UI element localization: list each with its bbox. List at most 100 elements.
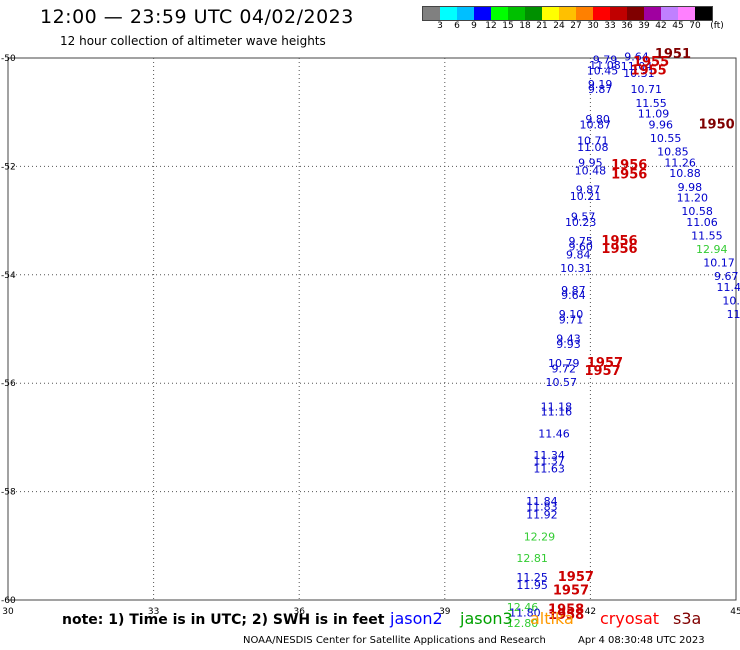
- wave-height-value: 10.87: [580, 118, 612, 131]
- wave-height-value: 10.71: [630, 83, 662, 96]
- color-scale-label: 3: [437, 21, 443, 31]
- time-tag: 1950: [698, 117, 734, 132]
- wave-height-value: 12.29: [524, 530, 556, 543]
- color-scale: 3 6 9 12 15 18 21 24 27 30 33 36 39 42 45 70 (ft): [422, 6, 724, 31]
- color-scale-label: 18: [519, 21, 531, 31]
- color-scale-swatch: [525, 7, 542, 20]
- color-scale-swatch: [559, 7, 576, 20]
- time-tag: 1957: [587, 356, 623, 371]
- wave-height-value: 11.92: [526, 509, 558, 522]
- color-scale-label: 27: [570, 21, 582, 31]
- color-scale-label: 9: [471, 21, 477, 31]
- wave-height-value: 11.55: [635, 97, 667, 110]
- time-tag: 1958: [548, 603, 584, 618]
- wave-height-value: 11.20: [677, 192, 709, 205]
- legend-item-altika: altika: [530, 609, 574, 628]
- wave-height-value: 11.25: [516, 571, 548, 584]
- color-scale-label: 45: [672, 21, 684, 31]
- lon-label: 42: [585, 607, 596, 617]
- wave-height-value: 10.58: [681, 205, 713, 218]
- color-scale-label: 21: [536, 21, 548, 31]
- wave-height-value: 9.43: [556, 333, 581, 346]
- wave-height-value: 9.72: [551, 362, 576, 375]
- time-tag: 1956: [601, 234, 637, 249]
- lon-label: 33: [148, 607, 159, 617]
- wave-height-value: 9.19: [588, 78, 613, 91]
- wave-height-value: 10.17: [703, 257, 735, 270]
- wave-height-value: 10.88: [669, 167, 701, 180]
- legend-item-cryosat: cryosat: [600, 609, 660, 628]
- lat-label: -52: [1, 162, 16, 172]
- wave-height-value: 11.37: [533, 455, 565, 468]
- color-scale-swatch: [576, 7, 593, 20]
- color-scale-unit: (ft): [710, 21, 724, 31]
- color-scale-label: 70: [689, 21, 701, 31]
- wave-height-value: 11.55: [691, 230, 723, 243]
- color-scale-swatch: [491, 7, 508, 20]
- wave-height-value: 12.46: [507, 601, 539, 614]
- wave-height-value: 11.84: [526, 495, 558, 508]
- legend-item-jason3: jason3: [460, 609, 513, 628]
- color-scale-swatch: [440, 7, 457, 20]
- color-scale-bar: [422, 6, 713, 21]
- lat-label: -58: [1, 488, 16, 498]
- lat-label: -54: [1, 271, 16, 281]
- footer-credit: NOAA/NESDIS Center for Satellite Applica…: [243, 635, 546, 646]
- wave-height-value: 10.57: [546, 376, 578, 389]
- wave-height-value: 10.85: [657, 146, 689, 159]
- wave-height-value: 10.: [722, 295, 740, 308]
- color-scale-swatch: [695, 7, 712, 20]
- wave-height-value: 9.87: [561, 284, 586, 297]
- time-tag: 1957: [553, 584, 589, 599]
- wave-height-value: 10.71: [577, 135, 609, 148]
- wave-height-value: 10.45: [587, 64, 619, 77]
- wave-height-value: 10.55: [650, 132, 682, 145]
- time-tag: 1956: [611, 167, 647, 182]
- color-scale-label: 30: [587, 21, 599, 31]
- color-scale-swatch: [627, 7, 644, 20]
- lon-label: 30: [2, 607, 14, 617]
- wave-height-value: 11.80: [509, 606, 541, 619]
- wave-height-value: 11.4: [716, 281, 740, 294]
- wave-height-value: 12.94: [696, 243, 728, 256]
- color-scale-swatch: [508, 7, 525, 20]
- wave-height-value: 11.95: [516, 579, 548, 592]
- wave-height-value: 11.34: [533, 449, 565, 462]
- time-tag: 1958: [548, 608, 584, 623]
- wave-height-value: 9.95: [578, 156, 603, 169]
- wave-height-value: 11.16: [541, 406, 573, 419]
- color-scale-swatch: [474, 7, 491, 20]
- color-scale-swatch: [610, 7, 627, 20]
- lon-label: 45: [730, 607, 740, 617]
- color-scale-label: 39: [638, 21, 650, 31]
- wave-height-value: 9.93: [556, 338, 581, 351]
- color-scale-swatch: [678, 7, 695, 20]
- wave-height-value: 9.10: [559, 308, 584, 321]
- color-scale-swatch: [423, 7, 440, 20]
- time-tag: 1957: [584, 364, 620, 379]
- wave-height-value: 9.80: [585, 113, 610, 126]
- wave-height-value: 9.75: [568, 235, 593, 248]
- color-scale-label: 15: [502, 21, 514, 31]
- wave-height-value: 9.87: [576, 184, 601, 197]
- wave-height-value: 10.79: [548, 357, 580, 370]
- wave-height-value: 11.26: [664, 156, 696, 169]
- note-text: note: 1) Time is in UTC; 2) SWH is in fe…: [62, 612, 385, 628]
- wave-height-value: 12.81: [516, 552, 548, 565]
- wave-height-value: 9.87: [588, 83, 613, 96]
- wave-height-value: 9.60: [568, 240, 593, 253]
- lon-label: 39: [439, 607, 451, 617]
- wave-height-value: 11.63: [533, 463, 565, 476]
- wave-height-value: 11.46: [538, 427, 570, 440]
- wave-height-value: 9.64: [624, 51, 649, 64]
- time-tag: 1955: [633, 55, 669, 70]
- lat-label: -60: [1, 596, 16, 606]
- wave-height-value: 11.18: [541, 400, 573, 413]
- wave-height-value: 9.84: [566, 249, 591, 262]
- wave-height-value: 12.80: [507, 617, 539, 630]
- wave-height-value: 11.08: [589, 59, 621, 72]
- color-scale-swatch: [593, 7, 610, 20]
- wave-height-value: 11.06: [686, 216, 718, 229]
- wave-height-value: 11: [727, 308, 740, 321]
